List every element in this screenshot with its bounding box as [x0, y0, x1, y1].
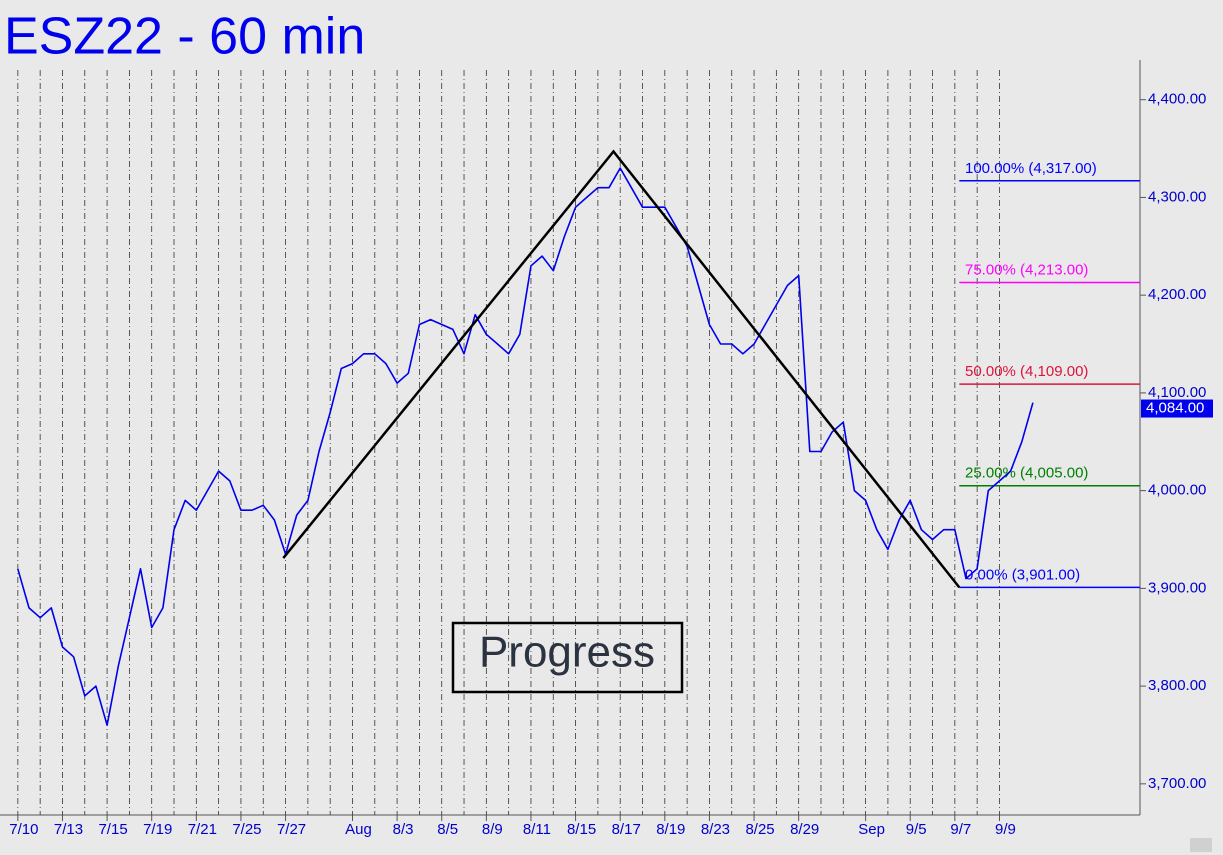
corner-icon — [1190, 838, 1212, 852]
price-line — [17, 167, 1034, 726]
x-tick-label: 7/10 — [9, 821, 38, 838]
y-tick-label: 4,200.00 — [1148, 286, 1206, 303]
annotation: Progress — [479, 628, 655, 677]
x-tick-label: 9/7 — [950, 821, 971, 838]
annotation-box — [451, 621, 684, 694]
fib-label: 75.00% (4,213.00) — [965, 261, 1088, 278]
grid: 7/10 7/13 7/15 7/19 7/21 7/25 7/27 Aug 8/3 8/5 8/9… — [9, 70, 1206, 838]
x-tick-label: Aug — [345, 821, 372, 838]
y-tick-label: 4,100.00 — [1148, 384, 1206, 401]
x-tick-label: 8/15 — [567, 821, 596, 838]
x-tick-label: 8/3 — [393, 821, 414, 838]
x-tick-label: 8/9 — [482, 821, 503, 838]
y-tick-label: 3,900.00 — [1148, 579, 1206, 596]
y-tick-label: 4,400.00 — [1148, 91, 1206, 108]
fib-label: 25.00% (4,005.00) — [965, 465, 1088, 482]
fib-label: 50.00% (4,109.00) — [965, 363, 1088, 380]
fib-label: 0.00% (3,901.00) — [965, 566, 1080, 583]
y-tick-label: 3,800.00 — [1148, 677, 1206, 694]
x-tick-label: 7/19 — [143, 821, 172, 838]
x-tick-label: 8/23 — [701, 821, 730, 838]
last-price-box — [1141, 399, 1213, 418]
x-tick-label: Sep — [858, 821, 885, 838]
x-tick-label: 7/21 — [188, 821, 217, 838]
last-price-label: 4,084.00 — [1146, 400, 1204, 417]
x-tick-label: 9/9 — [995, 821, 1016, 838]
x-tick-label: 7/15 — [98, 821, 127, 838]
y-tick-label: 4,000.00 — [1148, 482, 1206, 499]
marks: 100.00% (4,317.00) 75.00% (4,213.00) 50.00… — [17, 149, 1213, 726]
x-tick-label: 9/5 — [906, 821, 927, 838]
chart-title: ESZ22 - 60 min — [4, 8, 365, 66]
x-tick-label: 8/19 — [656, 821, 685, 838]
x-tick-label: 8/11 — [523, 821, 551, 838]
x-tick-label: 8/25 — [745, 821, 774, 838]
y-tick-label: 4,300.00 — [1148, 188, 1206, 205]
y-tick-label: 3,700.00 — [1148, 775, 1206, 792]
x-tick-label: 7/25 — [232, 821, 261, 838]
x-tick-label: 7/13 — [54, 821, 83, 838]
zigzag — [282, 149, 961, 589]
x-tick-label: 8/17 — [612, 821, 641, 838]
x-tick-label: 8/29 — [790, 821, 819, 838]
fib-label: 100.00% (4,317.00) — [965, 160, 1097, 177]
x-tick-label: 7/27 — [277, 821, 306, 838]
x-tick-label: 8/5 — [437, 821, 458, 838]
